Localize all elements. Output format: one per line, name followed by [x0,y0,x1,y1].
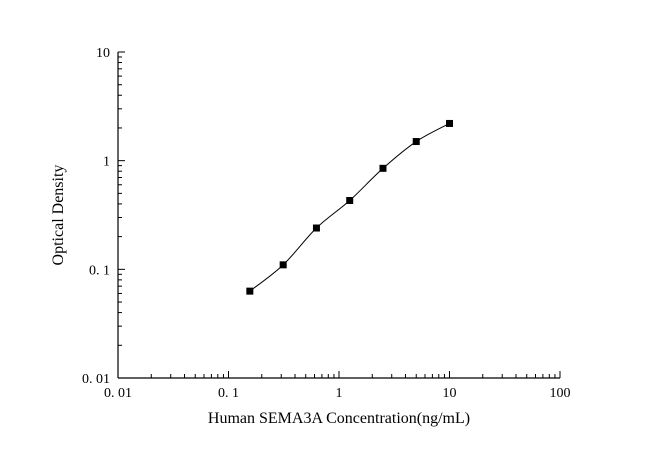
y-tick-label: 0. 1 [89,263,110,278]
x-tick-label: 0. 01 [104,386,132,401]
data-point-marker [346,196,354,204]
data-point-marker [412,138,420,146]
x-tick-label: 0. 1 [218,386,239,401]
data-point-marker [446,119,453,127]
y-tick-label: 0. 01 [82,372,110,387]
y-axis-label: Optical Density [50,165,67,266]
x-tick-label: 10 [443,386,457,401]
data-point-marker [379,164,387,172]
x-tick-label: 100 [550,386,571,401]
y-tick-label: 1 [103,155,110,170]
x-axis-label: Human SEMA3A Concentration(ng/mL) [208,410,470,427]
data-point-marker [279,261,287,269]
y-tick-label: 10 [96,46,110,61]
data-point-marker [246,287,254,295]
data-point-marker [312,224,320,232]
x-tick-label: 1 [336,386,343,401]
